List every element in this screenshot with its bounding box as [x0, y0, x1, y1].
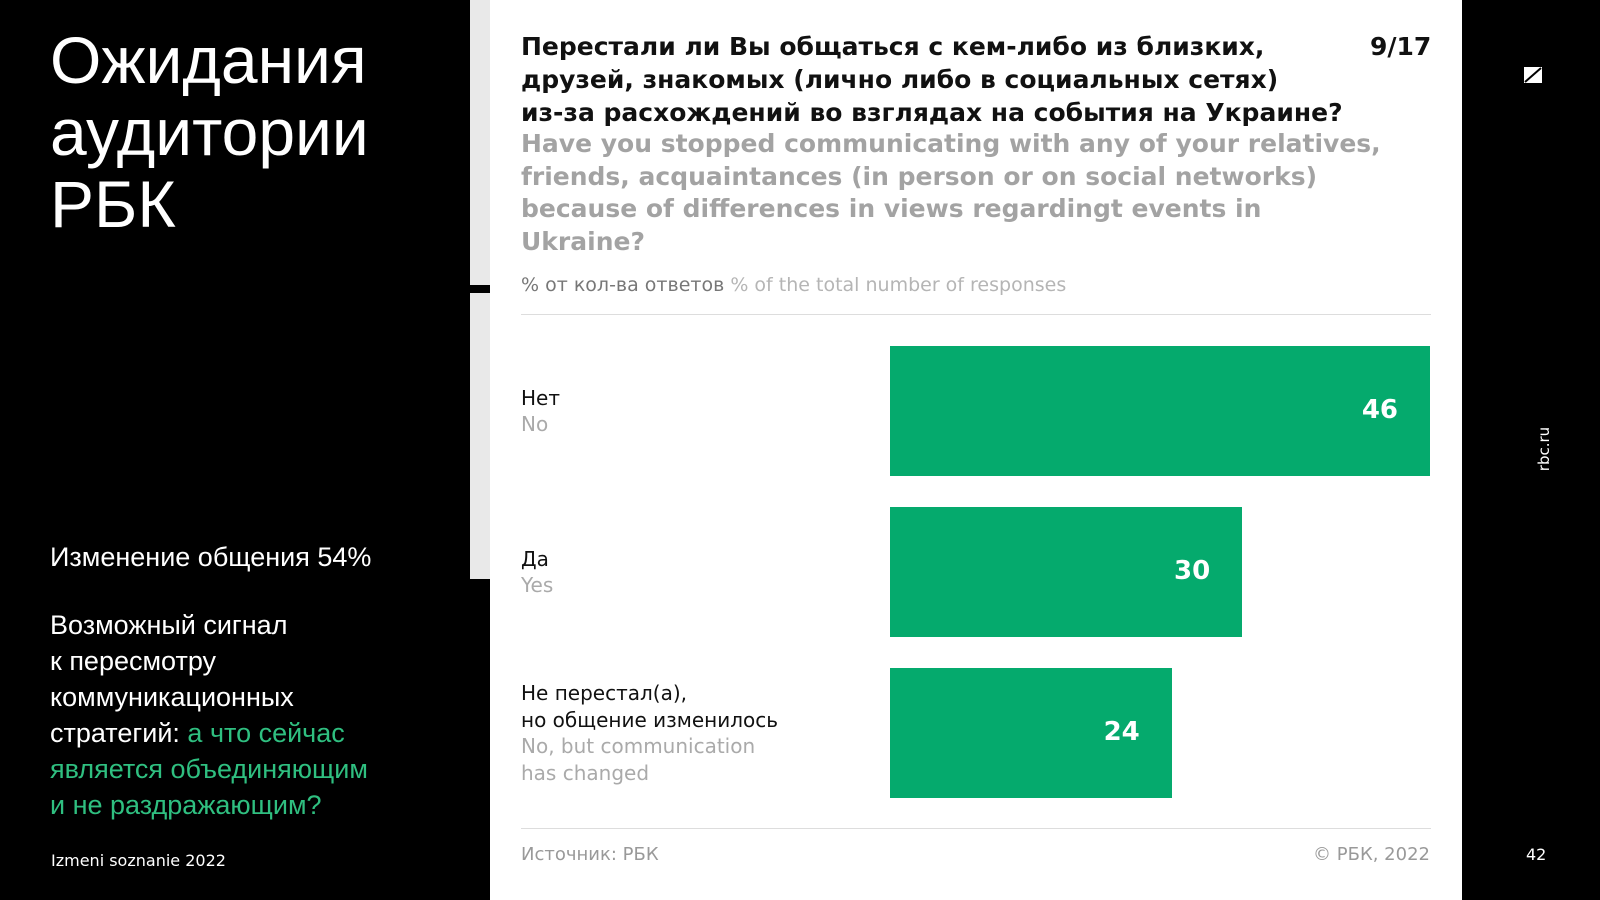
text-line: но общение изменилось [521, 707, 779, 732]
text-line: Ukraine? [521, 226, 645, 256]
divider [521, 828, 1431, 829]
unit-en: % of the total number of responses [730, 274, 1067, 296]
text-line: has changed [521, 760, 650, 785]
category-ru: Нет [521, 386, 560, 410]
page-number: 42 [1526, 845, 1547, 864]
category-label: Нет No [521, 385, 560, 438]
text-line: друзей, знакомых (лично либо в социальны… [521, 65, 1279, 94]
text-line: из-за расхождений во взглядах на события… [521, 98, 1343, 127]
category-label: Да Yes [521, 546, 553, 599]
text-line: аудитории [50, 95, 369, 169]
text-line: к пересмотру [50, 646, 217, 676]
text-line: является объединяющим [50, 754, 368, 784]
bar [890, 668, 1172, 798]
thumbnail [470, 293, 490, 579]
value-label: 46 [1361, 395, 1399, 425]
slide-title: Ожидания аудитории РБК [50, 24, 369, 240]
category-en: No [521, 412, 548, 436]
value-label: 30 [1174, 556, 1211, 586]
category-ru: Да [521, 547, 549, 571]
unit-label: % от кол-ва ответов % of the total numbe… [521, 274, 1066, 296]
text-line: Ожидания [50, 23, 367, 97]
text-line: РБК [50, 167, 176, 241]
text-line: а что сейчас [187, 718, 345, 748]
value-label: 24 [1103, 717, 1140, 747]
text-line: коммуникационных [50, 682, 294, 712]
text-line: Have you stopped communicating with any … [521, 129, 1381, 158]
text-line: и не раздражающим? [50, 790, 322, 820]
text-line: Yes [521, 573, 554, 597]
category-label: Не перестал(а), но общение изменилось No, … [521, 680, 778, 786]
text-line: Да [521, 546, 549, 571]
text-line: No [521, 412, 549, 436]
thumbnail [470, 0, 490, 285]
text-line: стратегий: [50, 718, 180, 748]
chart-title-en: Have you stopped communicating with any … [521, 128, 1381, 258]
category-ru: Не перестал(а), но общение изменилось [521, 681, 778, 732]
text-line: Возможный сигнал [50, 610, 288, 640]
body-accent: а что сейчас является объединяющим и не ра… [50, 718, 368, 820]
text-line: because of differences in views regardin… [521, 194, 1262, 223]
category-en: Yes [521, 573, 553, 597]
body: Возможный сигнал к пересмотру коммуникацио… [50, 610, 294, 748]
logo [1524, 67, 1542, 83]
chart-page: 9/17 [1370, 32, 1432, 61]
text-line: friends, acquaintances (in person or on … [521, 161, 1318, 191]
text-line: No, but communication [521, 734, 756, 758]
bar [890, 507, 1243, 637]
site: rbc.ru [1535, 426, 1554, 472]
copyright: © РБК, 2022 [1313, 844, 1430, 865]
source: Источник: РБК [521, 844, 659, 865]
text-line: Перестали ли Вы общаться с кем-либо из б… [521, 32, 1265, 61]
text-line: Нет [521, 385, 560, 410]
bar [890, 346, 1431, 476]
footer: Izmeni soznanie 2022 [51, 851, 226, 870]
unit-ru: % от кол-ва ответов [521, 274, 725, 296]
chart-title: Перестали ли Вы общаться с кем-либо из б… [521, 30, 1343, 129]
divider [521, 314, 1431, 315]
body-text: Возможный сигнал к пересмотру коммуникацио… [50, 607, 368, 823]
highlight: Изменение общения 54% [50, 542, 372, 572]
category-en: No, but communication has changed [521, 734, 755, 785]
text-line: Не перестал(а), [521, 681, 687, 705]
